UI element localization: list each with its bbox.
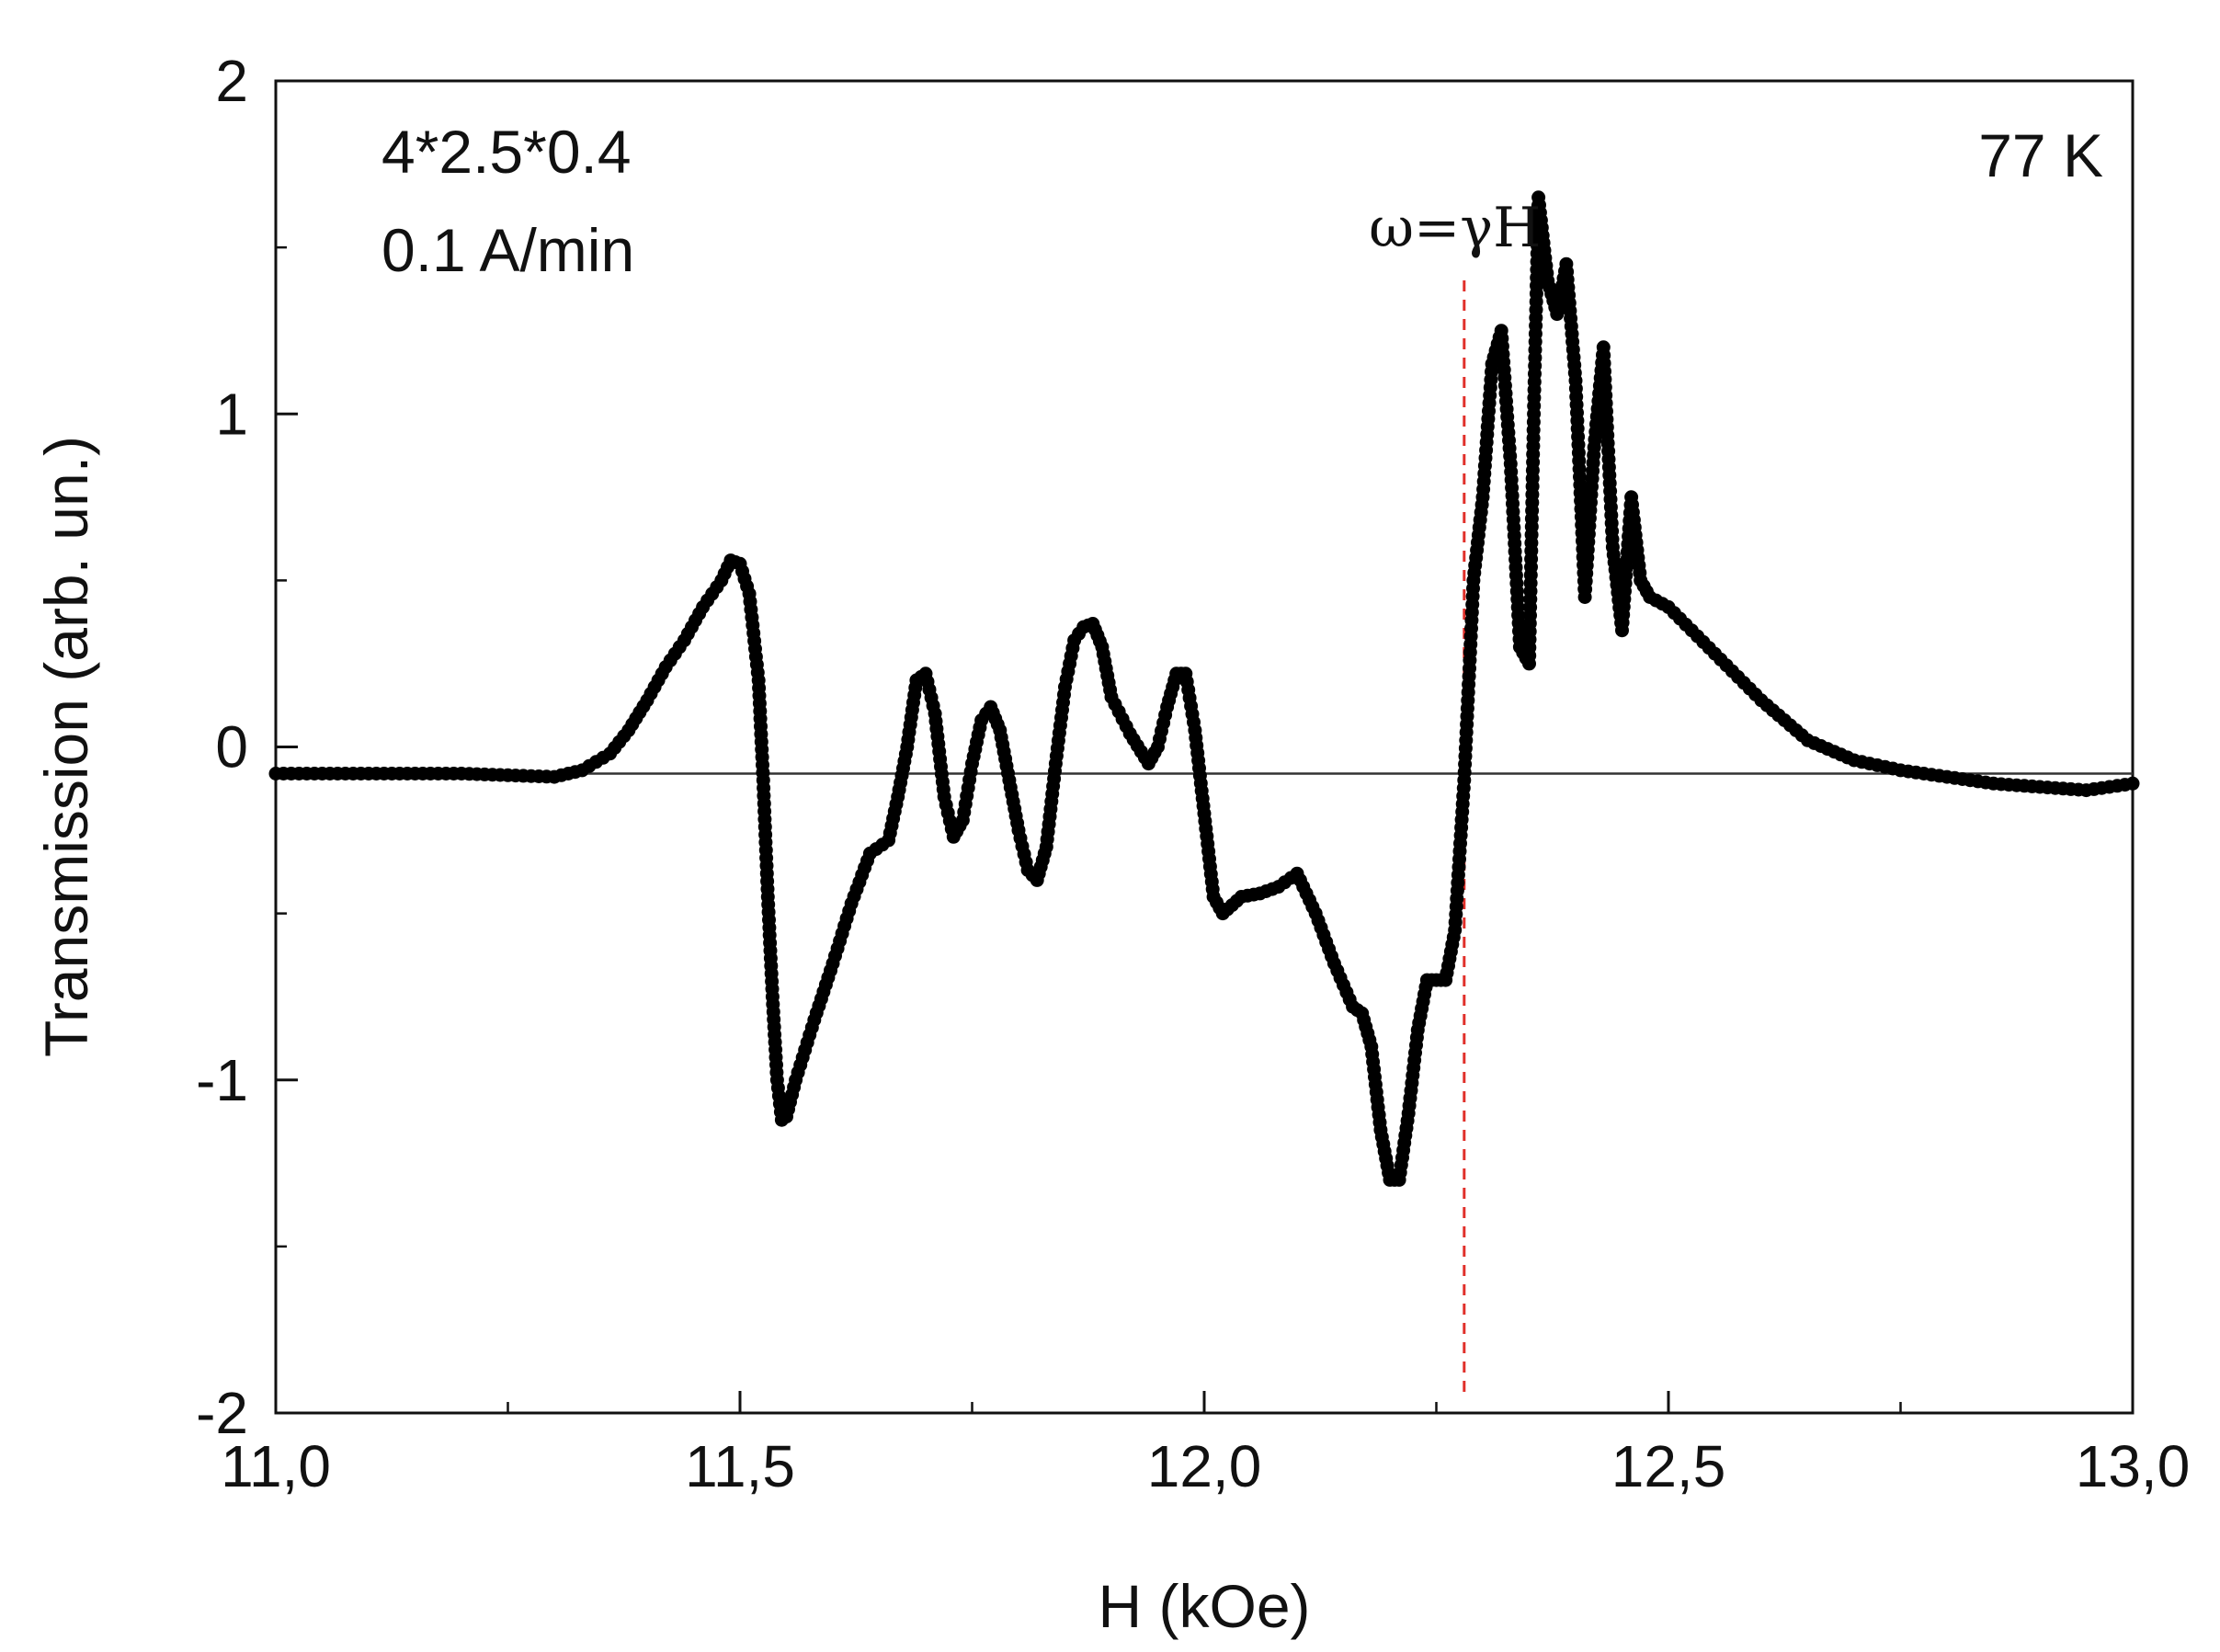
- x-axis-title: H (kOe): [1099, 1572, 1311, 1640]
- temperature-label: 77 K: [1978, 121, 2103, 189]
- x-tick-label: 13,0: [2076, 1433, 2191, 1499]
- axis-ticks: 11,0 11,5 12,0 12,5 13,0 -2 -1 0 1 2: [196, 48, 2190, 1499]
- y-tick-label: 1: [215, 381, 248, 447]
- y-tick-label: -2: [196, 1380, 248, 1446]
- data-point: [2125, 776, 2140, 791]
- x-tick-label: 12,5: [1611, 1433, 1726, 1499]
- x-tick-label: 11,0: [221, 1433, 331, 1499]
- resonance-line-label: ω=γH: [1369, 196, 1541, 260]
- series-connecting-line: [276, 197, 2134, 1180]
- data-series: [268, 190, 2140, 1395]
- y-axis-title: Transmission (arb. un.): [32, 436, 100, 1057]
- y-tick-label: 2: [215, 48, 248, 114]
- y-tick-label: -1: [196, 1047, 248, 1113]
- sample-size-label: 4*2.5*0.4: [381, 118, 632, 186]
- x-tick-label: 11,5: [685, 1433, 795, 1499]
- sweep-rate-label: 0.1 A/min: [381, 216, 634, 284]
- y-tick-label: 0: [215, 714, 248, 780]
- x-tick-label: 12,0: [1147, 1433, 1262, 1499]
